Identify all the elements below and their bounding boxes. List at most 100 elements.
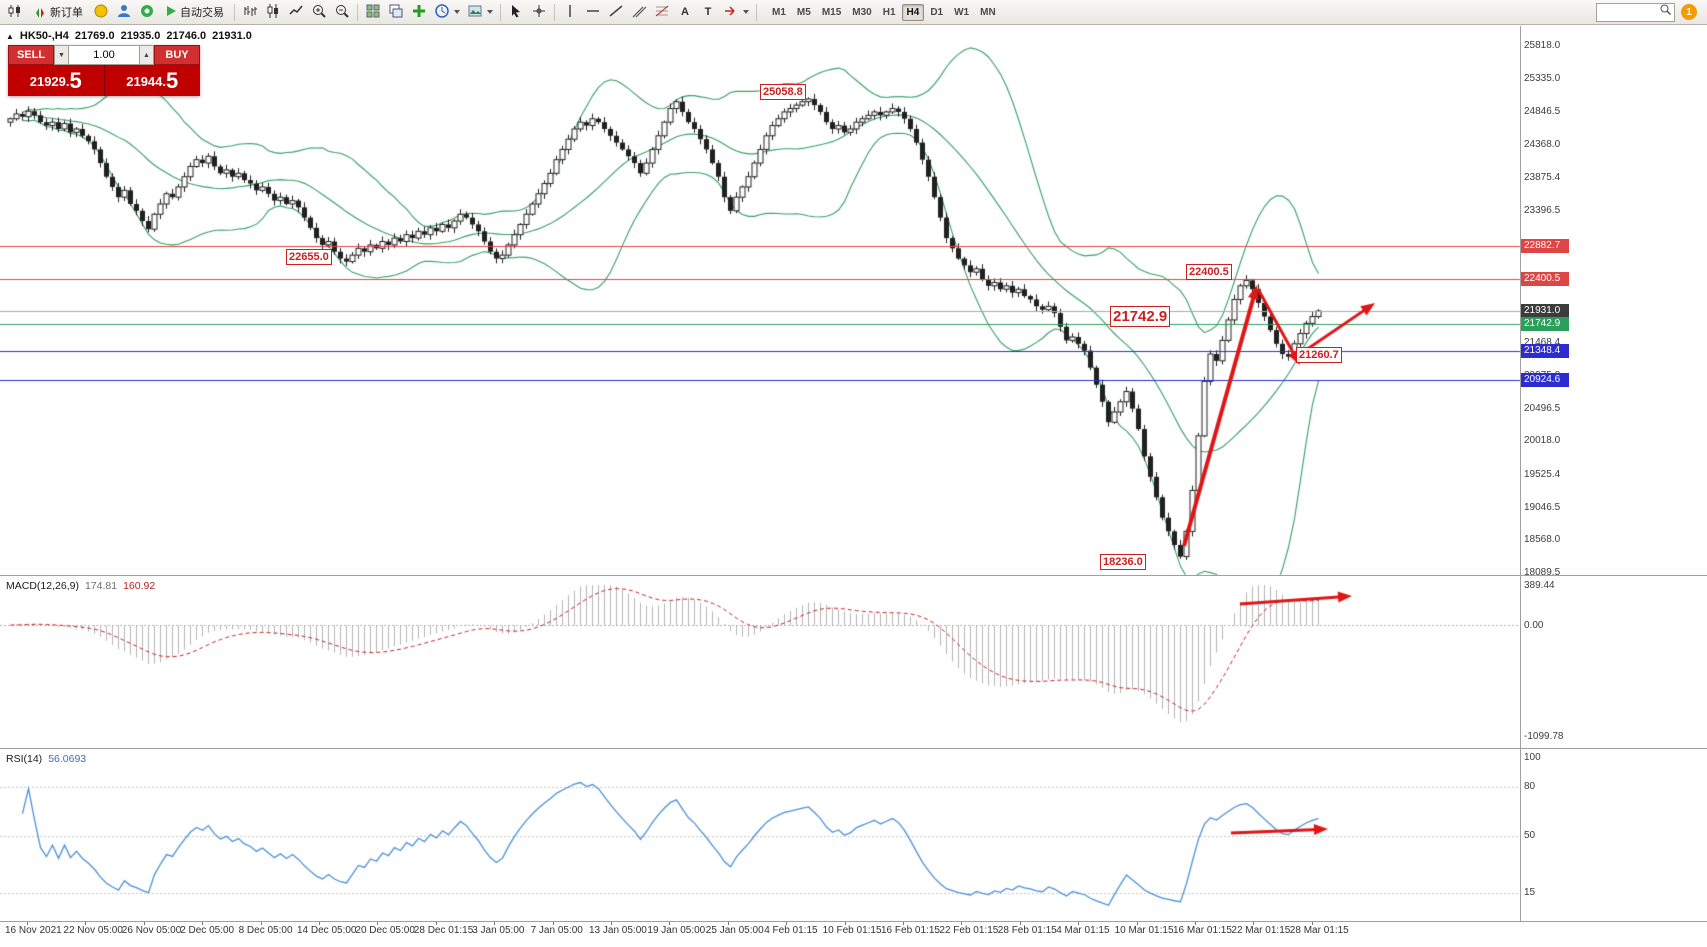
line-chart-type-button[interactable] [285, 2, 307, 22]
new-order-button[interactable]: 新订单 [27, 2, 89, 22]
timeframe-m1-button[interactable]: M1 [767, 4, 791, 21]
bar-chart-type-button[interactable] [239, 2, 261, 22]
sell-price-big-digit: 5 [69, 68, 82, 93]
timeframe-d1-button[interactable]: D1 [925, 4, 948, 21]
price-annotation[interactable]: 22400.5 [1186, 264, 1232, 280]
label-tool-button[interactable]: T [697, 2, 719, 22]
collapse-icon[interactable]: ▲ [6, 31, 14, 41]
timeframe-m30-button[interactable]: M30 [847, 4, 876, 21]
price-annotation[interactable]: 21260.7 [1296, 347, 1342, 363]
funds-button[interactable] [90, 2, 112, 22]
vertical-line-tool-button[interactable] [559, 2, 581, 22]
lot-increase-button[interactable]: ▲ [139, 45, 154, 65]
buy-price[interactable]: 21944. 5 [104, 65, 200, 96]
vertical-line-icon [562, 3, 578, 22]
timeframe-h1-button[interactable]: H1 [878, 4, 901, 21]
ohlc-low: 21746.0 [166, 30, 207, 42]
notification-badge[interactable]: 1 [1681, 4, 1697, 20]
panel-separator[interactable] [0, 575, 1707, 576]
toolbar-separator [554, 3, 555, 21]
toolbar-separator [234, 3, 235, 21]
rsi-indicator-label: RSI(14) 56.0693 [6, 753, 86, 765]
sell-price[interactable]: 21929. 5 [8, 65, 104, 96]
autotrade-button[interactable]: 自动交易 [159, 2, 230, 22]
timeframe-mn-button[interactable]: MN [975, 4, 1001, 21]
rsi-value: 56.0693 [48, 753, 87, 765]
text-tool-button[interactable]: A [674, 2, 696, 22]
lot-decrease-button[interactable]: ▼ [54, 45, 69, 65]
macd-value-main: 174.81 [84, 580, 118, 592]
fibonacci-tool-button[interactable] [651, 2, 673, 22]
toolbar-separator [756, 3, 757, 21]
price-annotation[interactable]: 25058.8 [760, 84, 806, 100]
toolbar-separator [357, 3, 358, 21]
panel-separator[interactable] [0, 748, 1707, 749]
one-click-trading-panel: SELL ▼ ▲ BUY 21929.5 21944.5 [8, 45, 200, 96]
ohlc-close: 21931.0 [212, 30, 252, 42]
funds-icon [93, 3, 109, 22]
timeframe-m5-button[interactable]: M5 [792, 4, 816, 21]
trendline-icon [608, 3, 624, 22]
macd-name: MACD(12,26,9) [6, 580, 79, 592]
cascade-windows-button[interactable] [385, 2, 407, 22]
label-icon: T [704, 6, 712, 18]
template-button[interactable] [464, 2, 496, 22]
add-indicator-icon [411, 3, 427, 22]
crosshair-tool-button[interactable] [528, 2, 550, 22]
lot-size-input[interactable] [69, 45, 139, 65]
price-annotation[interactable]: 22655.0 [286, 249, 332, 265]
horizontal-line-tool-button[interactable] [582, 2, 604, 22]
cursor-tool-button[interactable] [505, 2, 527, 22]
zoom-out-button[interactable] [331, 2, 353, 22]
chart-window-button[interactable] [4, 2, 26, 22]
chevron-down-icon [487, 10, 493, 14]
chevron-down-icon [454, 10, 460, 14]
account-icon [116, 3, 132, 22]
community-button[interactable] [136, 2, 158, 22]
line-chart-type-icon [288, 3, 304, 22]
channel-tool-button[interactable] [628, 2, 650, 22]
periods-button[interactable] [431, 2, 463, 22]
price-scale-separator [1520, 26, 1521, 922]
channel-icon [631, 3, 647, 22]
ohlc-high: 21935.0 [120, 30, 161, 42]
crosshair-icon [531, 3, 547, 22]
timeframe-h4-button[interactable]: H4 [901, 3, 925, 21]
candle-chart-type-icon [265, 3, 281, 22]
timeframe-m15-button[interactable]: M15 [817, 4, 846, 21]
toolbar-separator [500, 3, 501, 21]
price-annotation[interactable]: 18236.0 [1100, 554, 1146, 570]
price-annotation[interactable]: 21742.9 [1110, 306, 1171, 327]
periods-icon [434, 3, 450, 22]
account-button[interactable] [113, 2, 135, 22]
buy-price-main: 21944. [126, 74, 166, 89]
main-toolbar: 新订单 自动交易 [0, 0, 1707, 25]
candle-chart-type-button[interactable] [262, 2, 284, 22]
sell-price-main: 21929. [29, 74, 70, 89]
add-indicator-button[interactable] [408, 2, 430, 22]
search-input[interactable] [1599, 4, 1659, 20]
search-icon[interactable] [1659, 3, 1672, 21]
search-box [1596, 2, 1675, 22]
text-icon: A [681, 6, 689, 18]
community-icon [139, 3, 155, 22]
chevron-down-icon [743, 10, 749, 14]
zoom-in-button[interactable] [308, 2, 330, 22]
buy-button[interactable]: BUY [154, 45, 200, 65]
trendline-tool-button[interactable] [605, 2, 627, 22]
time-axis-separator [0, 921, 1707, 922]
candlestick-chart-icon [7, 3, 23, 22]
shapes-tool-button[interactable] [720, 2, 752, 22]
timeframe-w1-button[interactable]: W1 [949, 4, 974, 21]
macd-indicator-label: MACD(12,26,9) 174.81 160.92 [6, 580, 155, 592]
horizontal-line-icon [585, 3, 601, 22]
buy-price-big-digit: 5 [166, 68, 179, 93]
zoom-in-icon [311, 3, 327, 22]
sell-button[interactable]: SELL [8, 45, 54, 65]
symbol-name: HK50-,H4 [19, 30, 69, 42]
new-order-icon [33, 4, 47, 21]
cursor-icon [508, 3, 524, 22]
tile-windows-button[interactable] [362, 2, 384, 22]
